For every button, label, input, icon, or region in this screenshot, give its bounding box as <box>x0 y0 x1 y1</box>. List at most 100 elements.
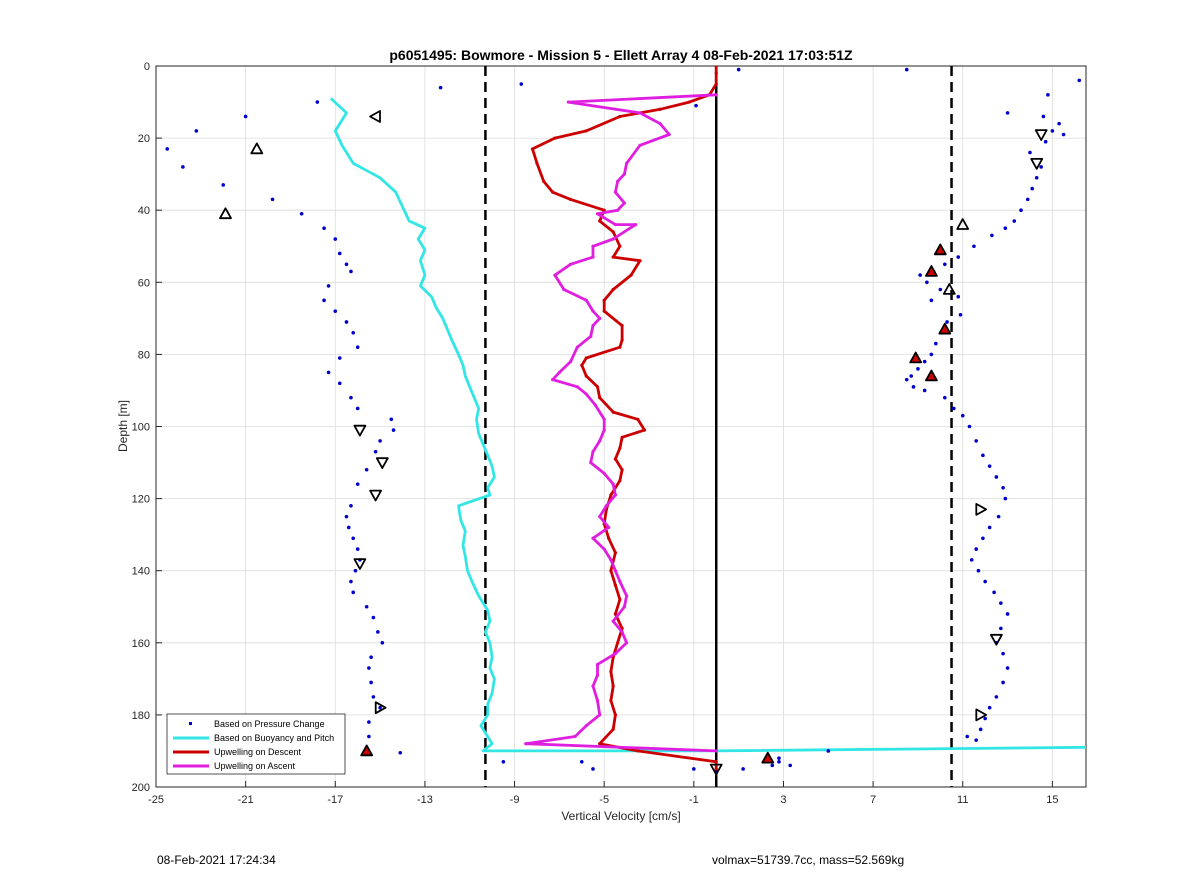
upwelling-on-ascent-point <box>553 273 557 277</box>
pressure-change-point <box>929 298 934 303</box>
pressure-change-point <box>974 738 978 742</box>
pressure-change-point <box>965 734 970 739</box>
pressure-change-point <box>367 720 371 724</box>
pressure-change-point <box>322 298 326 303</box>
upwelling-on-descent-point <box>620 435 624 439</box>
pressure-change-point <box>826 749 831 753</box>
upwelling-on-ascent-point <box>714 93 718 97</box>
pressure-change-point <box>270 197 275 202</box>
pressure-change-point <box>337 356 342 360</box>
upwelling-on-ascent-point <box>611 619 615 623</box>
y-tick-label: 120 <box>132 494 150 506</box>
pressure-change-point <box>378 439 382 443</box>
upwelling-on-ascent-point <box>622 605 626 609</box>
series-based-on-buoyancy-and-pitch <box>329 97 1086 753</box>
upwelling-on-ascent-point <box>613 652 617 656</box>
pressure-change-point <box>349 269 353 274</box>
x-tick-label: -21 <box>238 794 254 806</box>
triangle-marker-up <box>360 744 374 757</box>
legend-label-descent: Upwelling on Descent <box>214 747 302 757</box>
y-tick-label: 140 <box>132 566 150 578</box>
pressure-change-point <box>355 482 360 486</box>
upwelling-on-ascent-point <box>598 713 602 717</box>
pressure-change-point <box>315 100 320 104</box>
pressure-change-point <box>974 547 978 551</box>
pressure-change-point <box>1005 666 1010 670</box>
upwelling-on-ascent-point <box>613 190 617 194</box>
upwelling-on-descent-point <box>530 147 535 151</box>
pressure-change-point <box>916 367 920 371</box>
x-tick-labels: -25 -21 -17 -13 -9 -5 -1 3 7 11 15 <box>148 794 1058 806</box>
upwelling-on-descent-point <box>618 597 622 602</box>
triangle-marker-down <box>990 633 1003 646</box>
upwelling-on-descent-point <box>714 71 718 75</box>
upwelling-on-ascent-point <box>667 132 671 137</box>
upwelling-on-ascent-point <box>591 255 595 259</box>
pressure-change-point <box>355 406 360 411</box>
pressure-change-point <box>981 536 985 541</box>
pressure-change-point <box>904 377 909 382</box>
pressure-change-point <box>326 370 331 375</box>
upwelling-on-descent-point <box>602 309 606 313</box>
pressure-change-point <box>929 352 934 357</box>
legend-entry-pressure: Based on Pressure Change <box>189 719 325 729</box>
upwelling-on-ascent-point <box>573 734 577 739</box>
reference-lines <box>484 66 953 787</box>
y-tick-labels: 0 20 40 60 80 100 120 140 160 180 200 <box>132 61 150 794</box>
triangle-marker-down <box>369 489 383 502</box>
pressure-change-point <box>1041 114 1046 119</box>
pressure-change-point <box>1001 680 1005 685</box>
pressure-change-point <box>904 67 909 72</box>
upwelling-on-ascent-point <box>575 345 579 349</box>
chart-title: p6051495: Bowmore - Mission 5 - Ellett A… <box>389 47 853 63</box>
pressure-change-point <box>519 82 524 86</box>
upwelling-on-ascent-point <box>595 662 600 667</box>
upwelling-on-descent-point <box>618 446 622 450</box>
upwelling-on-ascent-point <box>551 378 555 382</box>
upwelling-on-ascent-point <box>598 515 602 519</box>
upwelling-on-descent-point <box>642 428 647 432</box>
pressure-change-point <box>351 590 356 595</box>
pressure-change-point <box>194 129 199 133</box>
upwelling-on-descent-point <box>658 107 662 111</box>
upwelling-on-descent-point <box>714 66 718 68</box>
upwelling-on-ascent-point <box>589 334 593 338</box>
pressure-change-point <box>181 165 185 169</box>
pressure-change-point <box>972 244 976 249</box>
upwelling-on-ascent-point <box>591 536 595 540</box>
pressure-change-point <box>367 734 371 739</box>
pressure-change-point <box>299 212 304 216</box>
pressure-change-point <box>1077 78 1082 83</box>
pressure-change-point <box>1001 485 1005 490</box>
upwelling-on-ascent-point <box>638 111 642 115</box>
upwelling-on-descent-point <box>714 82 718 86</box>
pressure-change-point <box>369 680 373 685</box>
pressure-change-point <box>349 395 353 400</box>
triangle-marker-down <box>353 424 367 437</box>
legend-label-ascent: Upwelling on Ascent <box>214 761 296 771</box>
pressure-change-point <box>579 759 584 764</box>
upwelling-on-ascent-point <box>604 504 609 508</box>
upwelling-on-descent-point <box>638 259 642 263</box>
y-tick-label: 20 <box>138 133 150 145</box>
upwelling-on-ascent-point <box>595 673 600 677</box>
triangle-marker-down <box>353 558 367 570</box>
triangle-marker-up <box>250 142 264 155</box>
triangle-marker-down <box>709 763 723 776</box>
upwelling-on-descent-point <box>618 478 622 483</box>
pressure-change-point <box>960 413 965 418</box>
upwelling-on-ascent-point <box>620 630 624 634</box>
upwelling-on-ascent-point <box>625 594 629 598</box>
triangle-marker-up <box>938 322 952 335</box>
upwelling-on-descent-point <box>602 298 606 302</box>
pressure-change-point <box>398 750 403 755</box>
upwelling-on-ascent-point <box>618 579 622 584</box>
upwelling-on-ascent-point <box>613 223 617 227</box>
upwelling-on-descent-point <box>602 208 606 212</box>
pressure-change-point <box>326 284 331 288</box>
pressure-change-point <box>981 453 985 458</box>
pressure-change-point <box>337 251 342 256</box>
upwelling-on-ascent-point <box>595 698 600 703</box>
pressure-change-point <box>777 756 781 760</box>
